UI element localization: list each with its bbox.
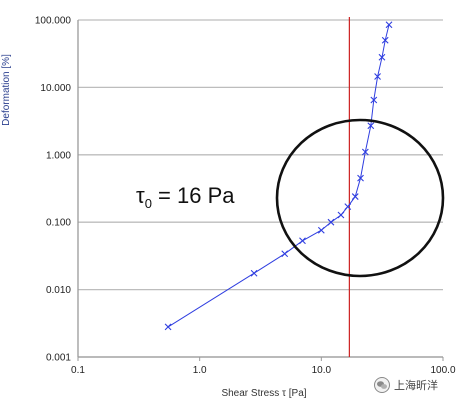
annotation-subscript: 0	[145, 196, 152, 211]
y-tick-label-1: 0.010	[46, 285, 71, 296]
x-axis-title: Shear Stress τ [Pa]	[221, 388, 306, 399]
y-tick-label-0: 0.001	[46, 353, 71, 364]
data-point-6	[337, 211, 345, 219]
data-point-11	[367, 122, 375, 130]
series-layer	[164, 21, 393, 331]
x-tick-label-0: 0.1	[71, 365, 85, 376]
annotation-tau-symbol: τ	[136, 183, 145, 208]
annotation-tau0: τ0 = 16 Pa	[136, 183, 235, 211]
data-point-5	[327, 218, 335, 226]
wechat-icon	[374, 377, 390, 393]
y-tick-label-5: 100.000	[35, 16, 72, 27]
data-point-14	[378, 53, 386, 61]
data-point-4	[317, 226, 325, 234]
data-point-7	[344, 203, 352, 211]
watermark-text: 上海昕洋	[394, 378, 438, 392]
y-tick-label-4: 10.000	[40, 83, 71, 94]
y-axis-title-fragment: Deformation [%]	[1, 54, 12, 126]
x-tick-label-3: 100.0	[430, 365, 455, 376]
x-tick-label-2: 10.0	[312, 365, 332, 376]
data-point-16	[385, 21, 393, 29]
data-point-15	[381, 36, 389, 44]
data-point-13	[374, 73, 381, 80]
watermark: 上海昕洋	[374, 377, 438, 393]
data-point-9	[357, 174, 364, 182]
y-tick-label-2: 0.100	[46, 218, 71, 229]
data-point-2	[281, 250, 289, 258]
data-point-1	[250, 269, 258, 277]
tick-labels: 0.001 0.010 0.100 1.000 10.000 100.000 0.1 1.0 1…	[35, 16, 456, 377]
data-point-10	[361, 148, 369, 156]
data-point-0	[164, 323, 172, 331]
data-point-3	[299, 237, 306, 245]
y-tick-label-3: 1.000	[46, 150, 71, 161]
data-point-12	[370, 96, 378, 104]
data-point-8	[351, 193, 359, 200]
annotation-value: = 16 Pa	[152, 183, 235, 208]
axes	[77, 20, 444, 361]
highlight-circle	[275, 118, 445, 278]
x-tick-label-1: 1.0	[193, 365, 207, 376]
